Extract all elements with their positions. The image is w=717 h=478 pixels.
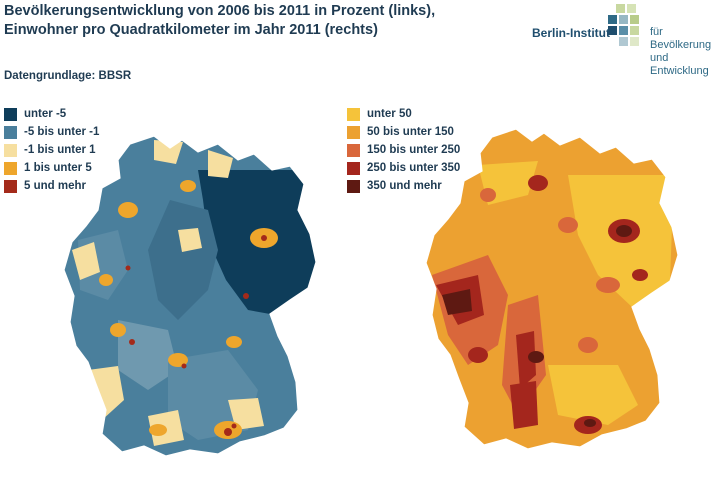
legend-label: -1 bis unter 1 bbox=[24, 144, 96, 156]
density-legend-item: 150 bis unter 250 bbox=[347, 141, 460, 159]
legend-swatch bbox=[347, 179, 360, 193]
change-legend-item: -5 bis unter -1 bbox=[4, 123, 99, 141]
legend-swatch bbox=[4, 125, 17, 139]
data-source: Datengrundlage: BBSR bbox=[4, 70, 132, 82]
change-legend-item: 1 bis unter 5 bbox=[4, 159, 99, 177]
logo-name: Berlin-Institut bbox=[532, 26, 610, 40]
legend-swatch bbox=[4, 179, 17, 193]
density-legend-item: 50 bis unter 150 bbox=[347, 123, 460, 141]
map-title: Bevölkerungsentwicklung von 2006 bis 201… bbox=[4, 2, 484, 40]
legend-swatch bbox=[347, 143, 360, 157]
legend-label: 5 und mehr bbox=[24, 180, 86, 192]
legend-label: 1 bis unter 5 bbox=[24, 162, 92, 174]
density-legend-item: 350 und mehr bbox=[347, 177, 460, 195]
map-population-density bbox=[425, 128, 679, 450]
change-legend-item: 5 und mehr bbox=[4, 177, 99, 195]
change-legend-item: unter -5 bbox=[4, 105, 99, 123]
change-legend-item: -1 bis unter 1 bbox=[4, 141, 99, 159]
density-legend-item: 250 bis unter 350 bbox=[347, 159, 460, 177]
legend-label: unter 50 bbox=[367, 108, 412, 120]
legend-population-change: unter -5 -5 bis unter -1 -1 bis unter 1 1 b… bbox=[4, 105, 99, 195]
legend-swatch bbox=[347, 161, 360, 175]
legend-swatch bbox=[4, 143, 17, 157]
logo-squares-icon bbox=[608, 4, 648, 54]
logo-subtitle: für Bevölkerung und Entwicklung bbox=[650, 26, 712, 77]
legend-label: 350 und mehr bbox=[367, 180, 442, 192]
density-legend-item: unter 50 bbox=[347, 105, 460, 123]
legend-label: 150 bis unter 250 bbox=[367, 144, 461, 156]
legend-label: unter -5 bbox=[24, 108, 67, 120]
berlin-institut-logo: Berlin-Institut für Bevölkerung und Entw… bbox=[520, 4, 711, 77]
map-population-change bbox=[63, 135, 317, 457]
legend-swatch bbox=[347, 107, 360, 121]
title-line-1: Bevölkerungsentwicklung von 2006 bis 201… bbox=[4, 3, 436, 19]
legend-population-density: unter 50 50 bis unter 150 150 bis unter 25… bbox=[347, 105, 460, 195]
legend-label: 50 bis unter 150 bbox=[367, 126, 454, 138]
title-line-2: Einwohner pro Quadratkilometer im Jahr 2… bbox=[4, 22, 378, 38]
legend-swatch bbox=[347, 125, 360, 139]
legend-label: 250 bis unter 350 bbox=[367, 162, 461, 174]
legend-label: -5 bis unter -1 bbox=[24, 126, 100, 138]
legend-swatch bbox=[4, 161, 17, 175]
legend-swatch bbox=[4, 107, 17, 121]
